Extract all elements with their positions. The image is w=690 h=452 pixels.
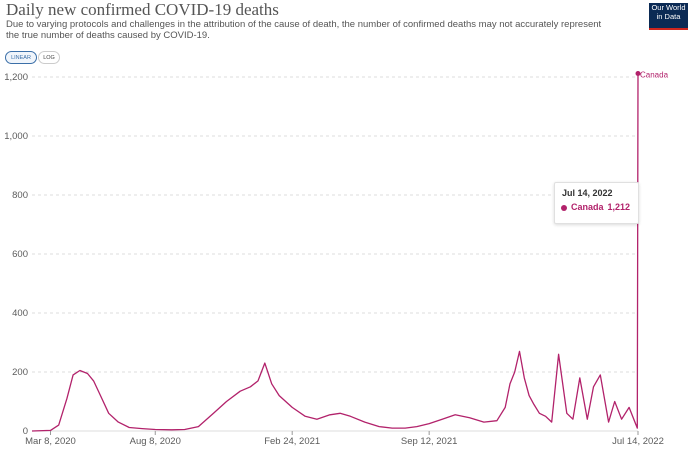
series-label-canada: Canada (640, 70, 669, 79)
tooltip-date: Jul 14, 2022 (562, 188, 613, 198)
y-tick-label: 600 (12, 249, 28, 260)
chart-subtitle: Due to varying protocols and challenges … (6, 19, 602, 41)
y-tick-label: 400 (12, 308, 28, 319)
x-tick-label: Mar 8, 2020 (25, 436, 76, 447)
y-tick-label: 200 (12, 367, 28, 378)
x-axis-ticks: Mar 8, 2020 Aug 8, 2020 Feb 24, 2021 Sep 12… (25, 431, 664, 447)
logo-line-2: in Data (656, 11, 681, 21)
series-lines: Canada (31, 70, 669, 432)
tooltip-series-name: Canada (571, 202, 604, 212)
logo-line-1: Our World (651, 3, 686, 12)
x-tick-label: Aug 8, 2020 (130, 436, 181, 447)
y-tick-label: 800 (12, 190, 28, 201)
tooltip-series-dot (561, 205, 567, 211)
gridlines (32, 76, 638, 432)
tooltip-value: 1,212 (607, 202, 630, 212)
series-line-canada[interactable] (31, 73, 639, 432)
owid-logo[interactable]: Our World in Data (649, 3, 688, 30)
x-tick-label: Jul 14, 2022 (612, 436, 664, 447)
y-axis-ticks: 0 200 400 600 800 1,000 1,200 (4, 72, 28, 437)
hover-tooltip: Jul 14, 2022 Canada 1,212 (554, 182, 639, 224)
x-tick-label: Sep 12, 2021 (401, 436, 458, 447)
chart-title: Daily new confirmed COVID-19 deaths (6, 0, 279, 19)
x-tick-label: Feb 24, 2021 (264, 436, 320, 447)
log-scale-button[interactable]: LOG (38, 51, 60, 64)
linear-scale-button[interactable]: LINEAR (5, 51, 37, 64)
y-tick-label: 1,200 (4, 72, 28, 83)
y-tick-label: 0 (23, 426, 28, 437)
series-end-point[interactable] (635, 70, 641, 76)
y-tick-label: 1,000 (4, 131, 28, 142)
